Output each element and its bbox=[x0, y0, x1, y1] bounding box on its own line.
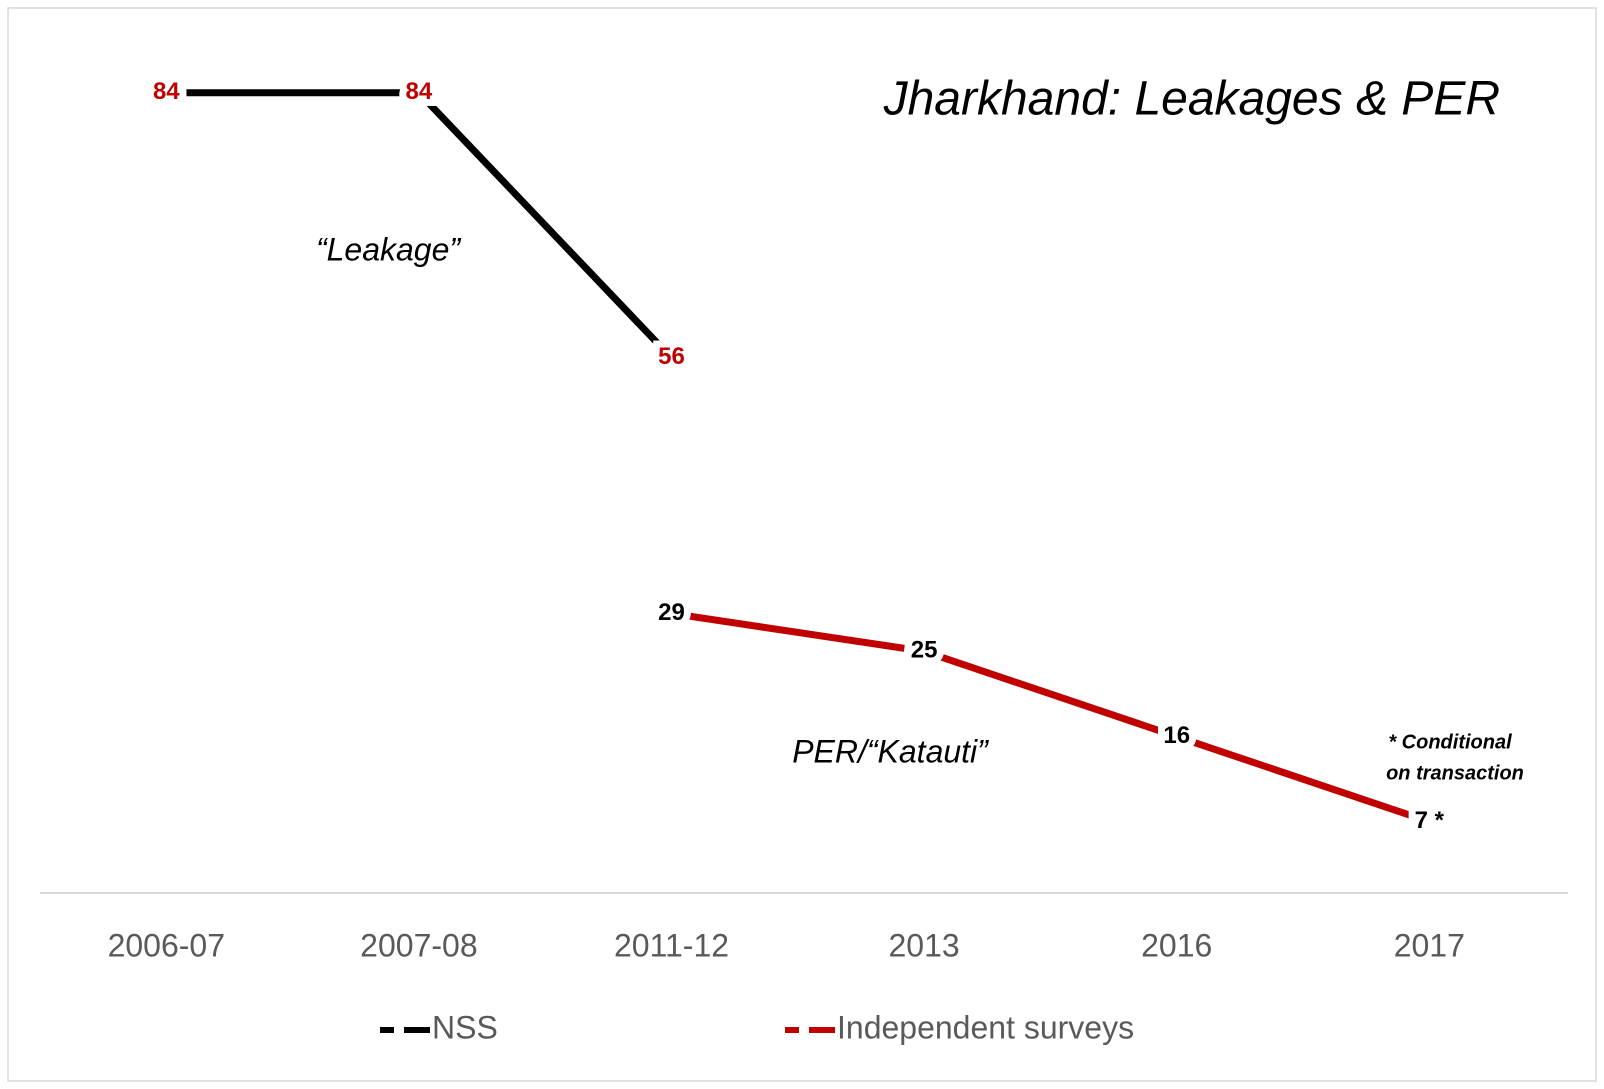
x-tick-label: 2006-07 bbox=[108, 927, 225, 963]
data-label: 16 bbox=[1163, 722, 1190, 749]
data-label: 84 bbox=[406, 78, 433, 105]
x-tick-label: 2016 bbox=[1141, 927, 1212, 963]
legend-label: NSS bbox=[432, 1009, 498, 1045]
series-line bbox=[670, 610, 1431, 826]
x-tick-label: 2013 bbox=[889, 927, 960, 963]
annotation: PER/“Katauti” bbox=[792, 733, 989, 769]
series-line bbox=[166, 89, 675, 361]
note: * Conditional bbox=[1388, 731, 1512, 753]
legend-label: Independent surveys bbox=[837, 1009, 1134, 1045]
chart-frame bbox=[7, 7, 1597, 1082]
data-label: 7 * bbox=[1415, 807, 1445, 834]
x-tick-label: 2017 bbox=[1394, 927, 1465, 963]
annotation: “Leakage” bbox=[316, 231, 461, 267]
data-label: 29 bbox=[658, 599, 685, 626]
x-tick-label: 2007-08 bbox=[360, 927, 477, 963]
note: on transaction bbox=[1386, 762, 1524, 784]
data-label: 56 bbox=[658, 343, 685, 370]
chart-title: Jharkhand: Leakages & PER bbox=[883, 73, 1500, 126]
x-tick-label: 2011-12 bbox=[614, 927, 729, 963]
data-label: 84 bbox=[153, 78, 180, 105]
data-label: 25 bbox=[911, 637, 938, 664]
